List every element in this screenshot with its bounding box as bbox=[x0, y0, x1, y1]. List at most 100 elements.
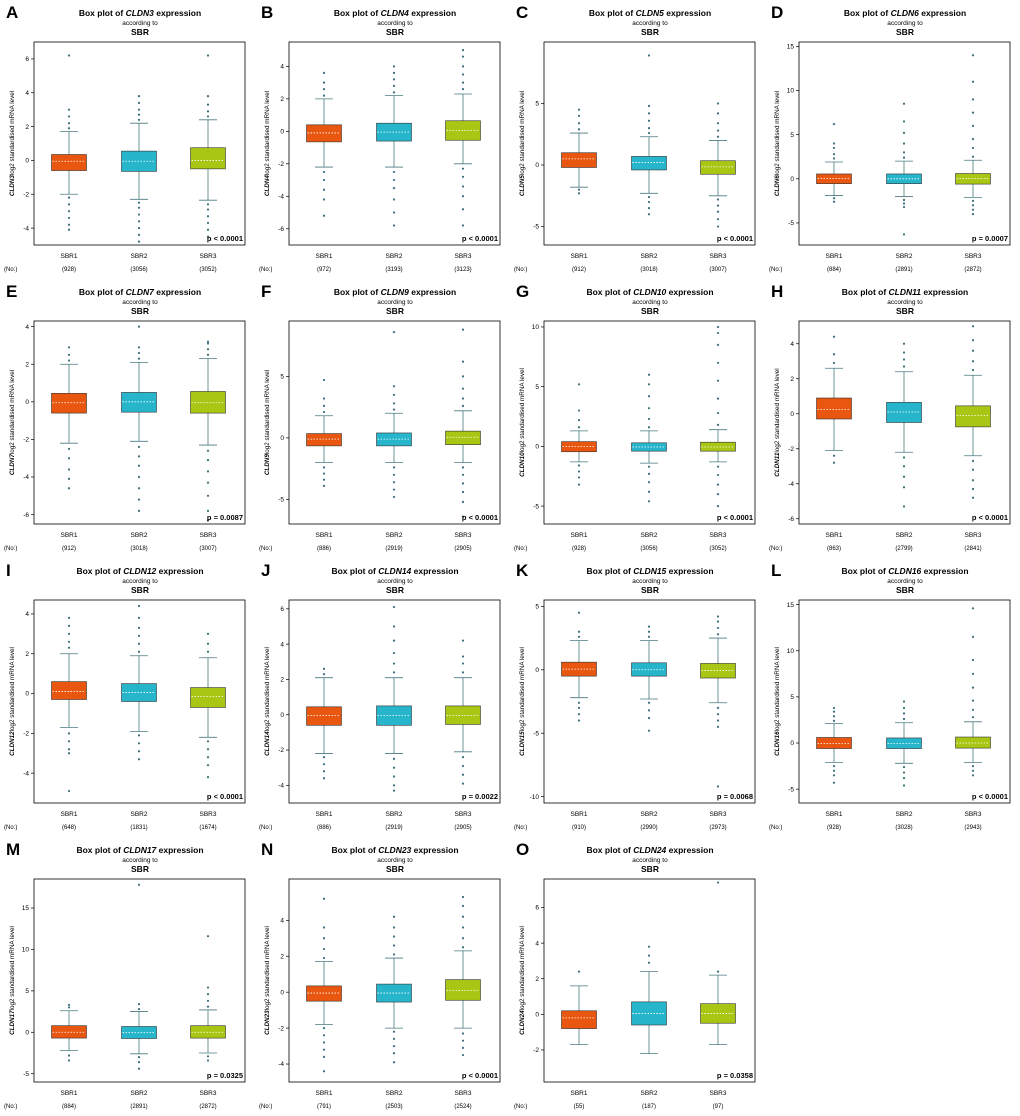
box-sbr3 bbox=[445, 639, 481, 785]
outlier-point bbox=[461, 662, 465, 665]
box-sbr2 bbox=[631, 625, 667, 732]
box-sbr2 bbox=[376, 915, 412, 1064]
sample-count: (187) bbox=[642, 1104, 656, 1110]
y-tick-label: -5 bbox=[23, 1071, 29, 1078]
y-tick-label: -4 bbox=[278, 783, 284, 790]
outlier-point bbox=[647, 206, 651, 210]
box-sbr2 bbox=[121, 325, 157, 512]
outlier-point bbox=[392, 402, 396, 405]
sample-count: (3007) bbox=[709, 267, 726, 273]
y-tick-label: 10 bbox=[22, 947, 30, 954]
outlier-point bbox=[716, 423, 720, 426]
outlier-point bbox=[647, 119, 651, 122]
x-tick-label: SBR1 bbox=[826, 532, 843, 539]
chart-title: Box plot of CLDN17 expression bbox=[76, 845, 203, 855]
y-axis-label: CLDN10log2 standardised mRNA level bbox=[519, 368, 526, 477]
n-label: (No:) bbox=[4, 1104, 17, 1110]
box-sbr1 bbox=[51, 616, 87, 793]
outlier-point bbox=[716, 225, 720, 228]
y-tick-label: 10 bbox=[787, 88, 795, 95]
outlier-point bbox=[716, 620, 720, 623]
outlier-point bbox=[716, 411, 720, 415]
outlier-point bbox=[137, 750, 141, 753]
p-value: p = 0.0068 bbox=[717, 792, 753, 801]
plot-frame bbox=[798, 599, 1011, 804]
x-tick-label: SBR2 bbox=[386, 253, 403, 260]
boxplot-svg: F Box plot of CLDN9 expression according t… bbox=[259, 282, 501, 552]
outlier-point bbox=[902, 365, 906, 368]
outlier-point bbox=[137, 642, 141, 645]
outlier-point bbox=[392, 789, 396, 792]
outlier-point bbox=[67, 1006, 71, 1009]
outlier-point bbox=[647, 472, 651, 475]
outlier-point bbox=[461, 915, 465, 918]
outlier-point bbox=[67, 210, 71, 213]
outlier-point bbox=[647, 701, 651, 704]
y-tick-label: -5 bbox=[278, 497, 284, 504]
y-axis-label: CLDN17log2 standardised mRNA level bbox=[9, 926, 16, 1035]
box-sbr3 bbox=[955, 325, 991, 499]
outlier-point bbox=[137, 616, 141, 620]
y-tick-label: 4 bbox=[25, 611, 29, 618]
outlier-point bbox=[716, 626, 720, 630]
box-sbr1 bbox=[306, 667, 342, 780]
x-tick-label: SBR1 bbox=[316, 1090, 333, 1097]
iqr-box bbox=[561, 1010, 597, 1029]
iqr-box bbox=[306, 124, 342, 143]
x-tick-label: SBR1 bbox=[61, 811, 78, 818]
iqr-box bbox=[955, 736, 991, 749]
y-tick-label: -2 bbox=[278, 747, 284, 754]
outlier-point bbox=[716, 725, 720, 728]
outlier-point bbox=[392, 481, 396, 484]
y-tick-label: -5 bbox=[533, 503, 539, 510]
outlier-point bbox=[716, 706, 720, 709]
outlier-point bbox=[971, 468, 975, 471]
chart-grouping: SBR bbox=[896, 585, 914, 595]
outlier-point bbox=[137, 95, 141, 98]
sample-count: (648) bbox=[62, 825, 76, 831]
y-tick-label: 4 bbox=[280, 918, 284, 925]
outlier-point bbox=[206, 95, 210, 98]
boxplot-svg: B Box plot of CLDN4 expression according t… bbox=[259, 3, 501, 273]
outlier-point bbox=[971, 325, 975, 328]
outlier-point bbox=[137, 883, 141, 886]
y-tick-label: -2 bbox=[23, 437, 29, 444]
outlier-point bbox=[322, 947, 326, 951]
outlier-point bbox=[971, 769, 975, 772]
outlier-point bbox=[647, 465, 651, 468]
outlier-point bbox=[392, 198, 396, 201]
outlier-point bbox=[137, 487, 141, 490]
outlier-point bbox=[461, 87, 465, 91]
x-tick-label: SBR1 bbox=[571, 253, 588, 260]
y-tick-label: 5 bbox=[280, 374, 284, 381]
iqr-box bbox=[816, 737, 852, 749]
box-sbr1 bbox=[561, 970, 597, 1046]
sample-count: (2905) bbox=[454, 546, 471, 552]
boxplot-svg: E Box plot of CLDN7 expression according t… bbox=[4, 282, 246, 552]
outlier-point bbox=[647, 112, 651, 115]
iqr-box bbox=[190, 147, 226, 170]
y-axis-label: CLDN7log2 standardised mRNA level bbox=[9, 370, 16, 475]
outlier-point bbox=[392, 71, 396, 74]
outlier-point bbox=[716, 633, 720, 636]
box-sbr2 bbox=[886, 342, 922, 508]
outlier-point bbox=[461, 404, 465, 407]
outlier-point bbox=[461, 1039, 465, 1042]
panel-letter: B bbox=[261, 3, 273, 22]
outlier-point bbox=[971, 54, 975, 57]
outlier-point bbox=[392, 78, 396, 81]
outlier-point bbox=[971, 479, 975, 482]
x-tick-label: SBR3 bbox=[200, 1090, 217, 1097]
y-tick-label: 4 bbox=[25, 324, 29, 331]
n-label: (No:) bbox=[514, 1104, 527, 1110]
outlier-point bbox=[647, 500, 651, 503]
x-tick-label: SBR2 bbox=[131, 1090, 148, 1097]
outlier-point bbox=[392, 639, 396, 642]
outlier-point bbox=[716, 198, 720, 201]
outlier-point bbox=[392, 1037, 396, 1040]
outlier-point bbox=[322, 466, 326, 469]
outlier-point bbox=[577, 188, 581, 191]
plot-frame bbox=[288, 878, 501, 1083]
sample-count: (884) bbox=[62, 1104, 76, 1110]
chart-title: Box plot of CLDN12 expression bbox=[76, 566, 203, 576]
